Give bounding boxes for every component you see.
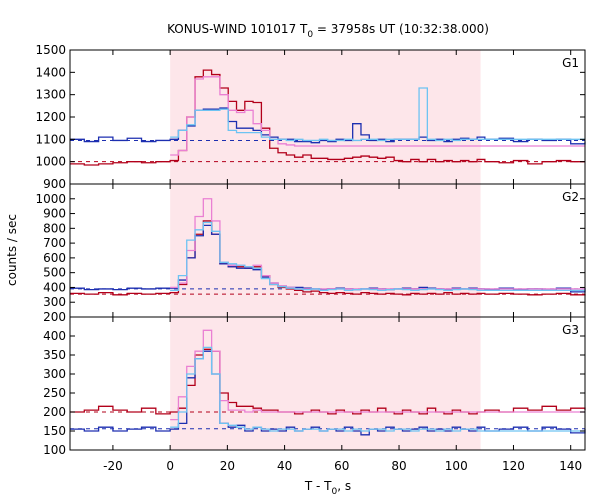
y-tick-label: 1200 [35,110,66,124]
y-tick-label: 500 [43,266,66,280]
y-tick-label: 100 [43,443,66,457]
panel-label-g3: G3 [562,323,579,337]
y-tick-label: 1300 [35,88,66,102]
chart-title-main: KONUS-WIND 101017 T [167,22,308,36]
panel-label-g2: G2 [562,190,579,204]
series-pink-g3 [170,329,585,421]
y-tick-label: 900 [43,177,66,191]
plot-area: 900100011001200130014001500G120030040050… [35,43,586,473]
y-tick-label: 150 [43,424,66,438]
x-tick-label: -20 [103,459,123,473]
y-tick-label: 200 [43,405,66,419]
y-tick-label: 900 [43,207,66,221]
series-cyan-g1 [170,87,585,142]
x-axis-label-rest: , s [337,479,351,493]
y-tick-label: 300 [43,367,66,381]
panel-g1: 900 1000 1100 1200 1300 1400 1500 G1 [35,43,586,191]
y-tick-label: 700 [43,236,66,250]
y-tick-label: 1000 [35,192,66,206]
y-axis-label: counts / sec [5,214,19,286]
x-tick-label: 60 [334,459,349,473]
x-tick-label: 0 [166,459,174,473]
y-tick-label: 200 [43,310,66,324]
panel-frame [69,316,586,451]
burst-interval-shade [170,50,481,450]
y-tick-label: 400 [43,280,66,294]
y-tick-label: 800 [43,221,66,235]
series-cyan-g3 [170,346,585,432]
y-tick-label: 1400 [35,65,66,79]
panel-g3: 100 150 200 250 300 350 400 G3 [43,316,586,457]
x-axis-label-main: T - T [304,479,332,493]
y-tick-label: 1500 [35,43,66,57]
x-tick-label: 20 [220,459,235,473]
x-tick-label: 80 [391,459,406,473]
y-tick-label: 250 [43,386,66,400]
y-tick-label: 400 [43,329,66,343]
x-tick-label: 100 [445,459,468,473]
y-tick-label: 1100 [35,132,66,146]
panel-label-g1: G1 [562,56,579,70]
chart-title: KONUS-WIND 101017 T0 = 37958s UT (10:32:… [167,22,489,40]
x-tick-label: 40 [277,459,292,473]
y-tick-label: 1000 [35,155,66,169]
x-tick-label: 140 [559,459,582,473]
series-cyan-g2 [170,221,585,292]
x-axis-label-sub: 0 [332,487,338,497]
y-tick-label: 600 [43,251,66,265]
chart-title-sub: 0 [307,30,313,40]
x-axis-label: T - T0, s [304,479,351,497]
chart-title-rest: = 37958s UT (10:32:38.000) [313,22,489,36]
y-tick-label: 350 [43,348,66,362]
y-tick-label: 300 [43,295,66,309]
x-tick-label: 120 [502,459,525,473]
